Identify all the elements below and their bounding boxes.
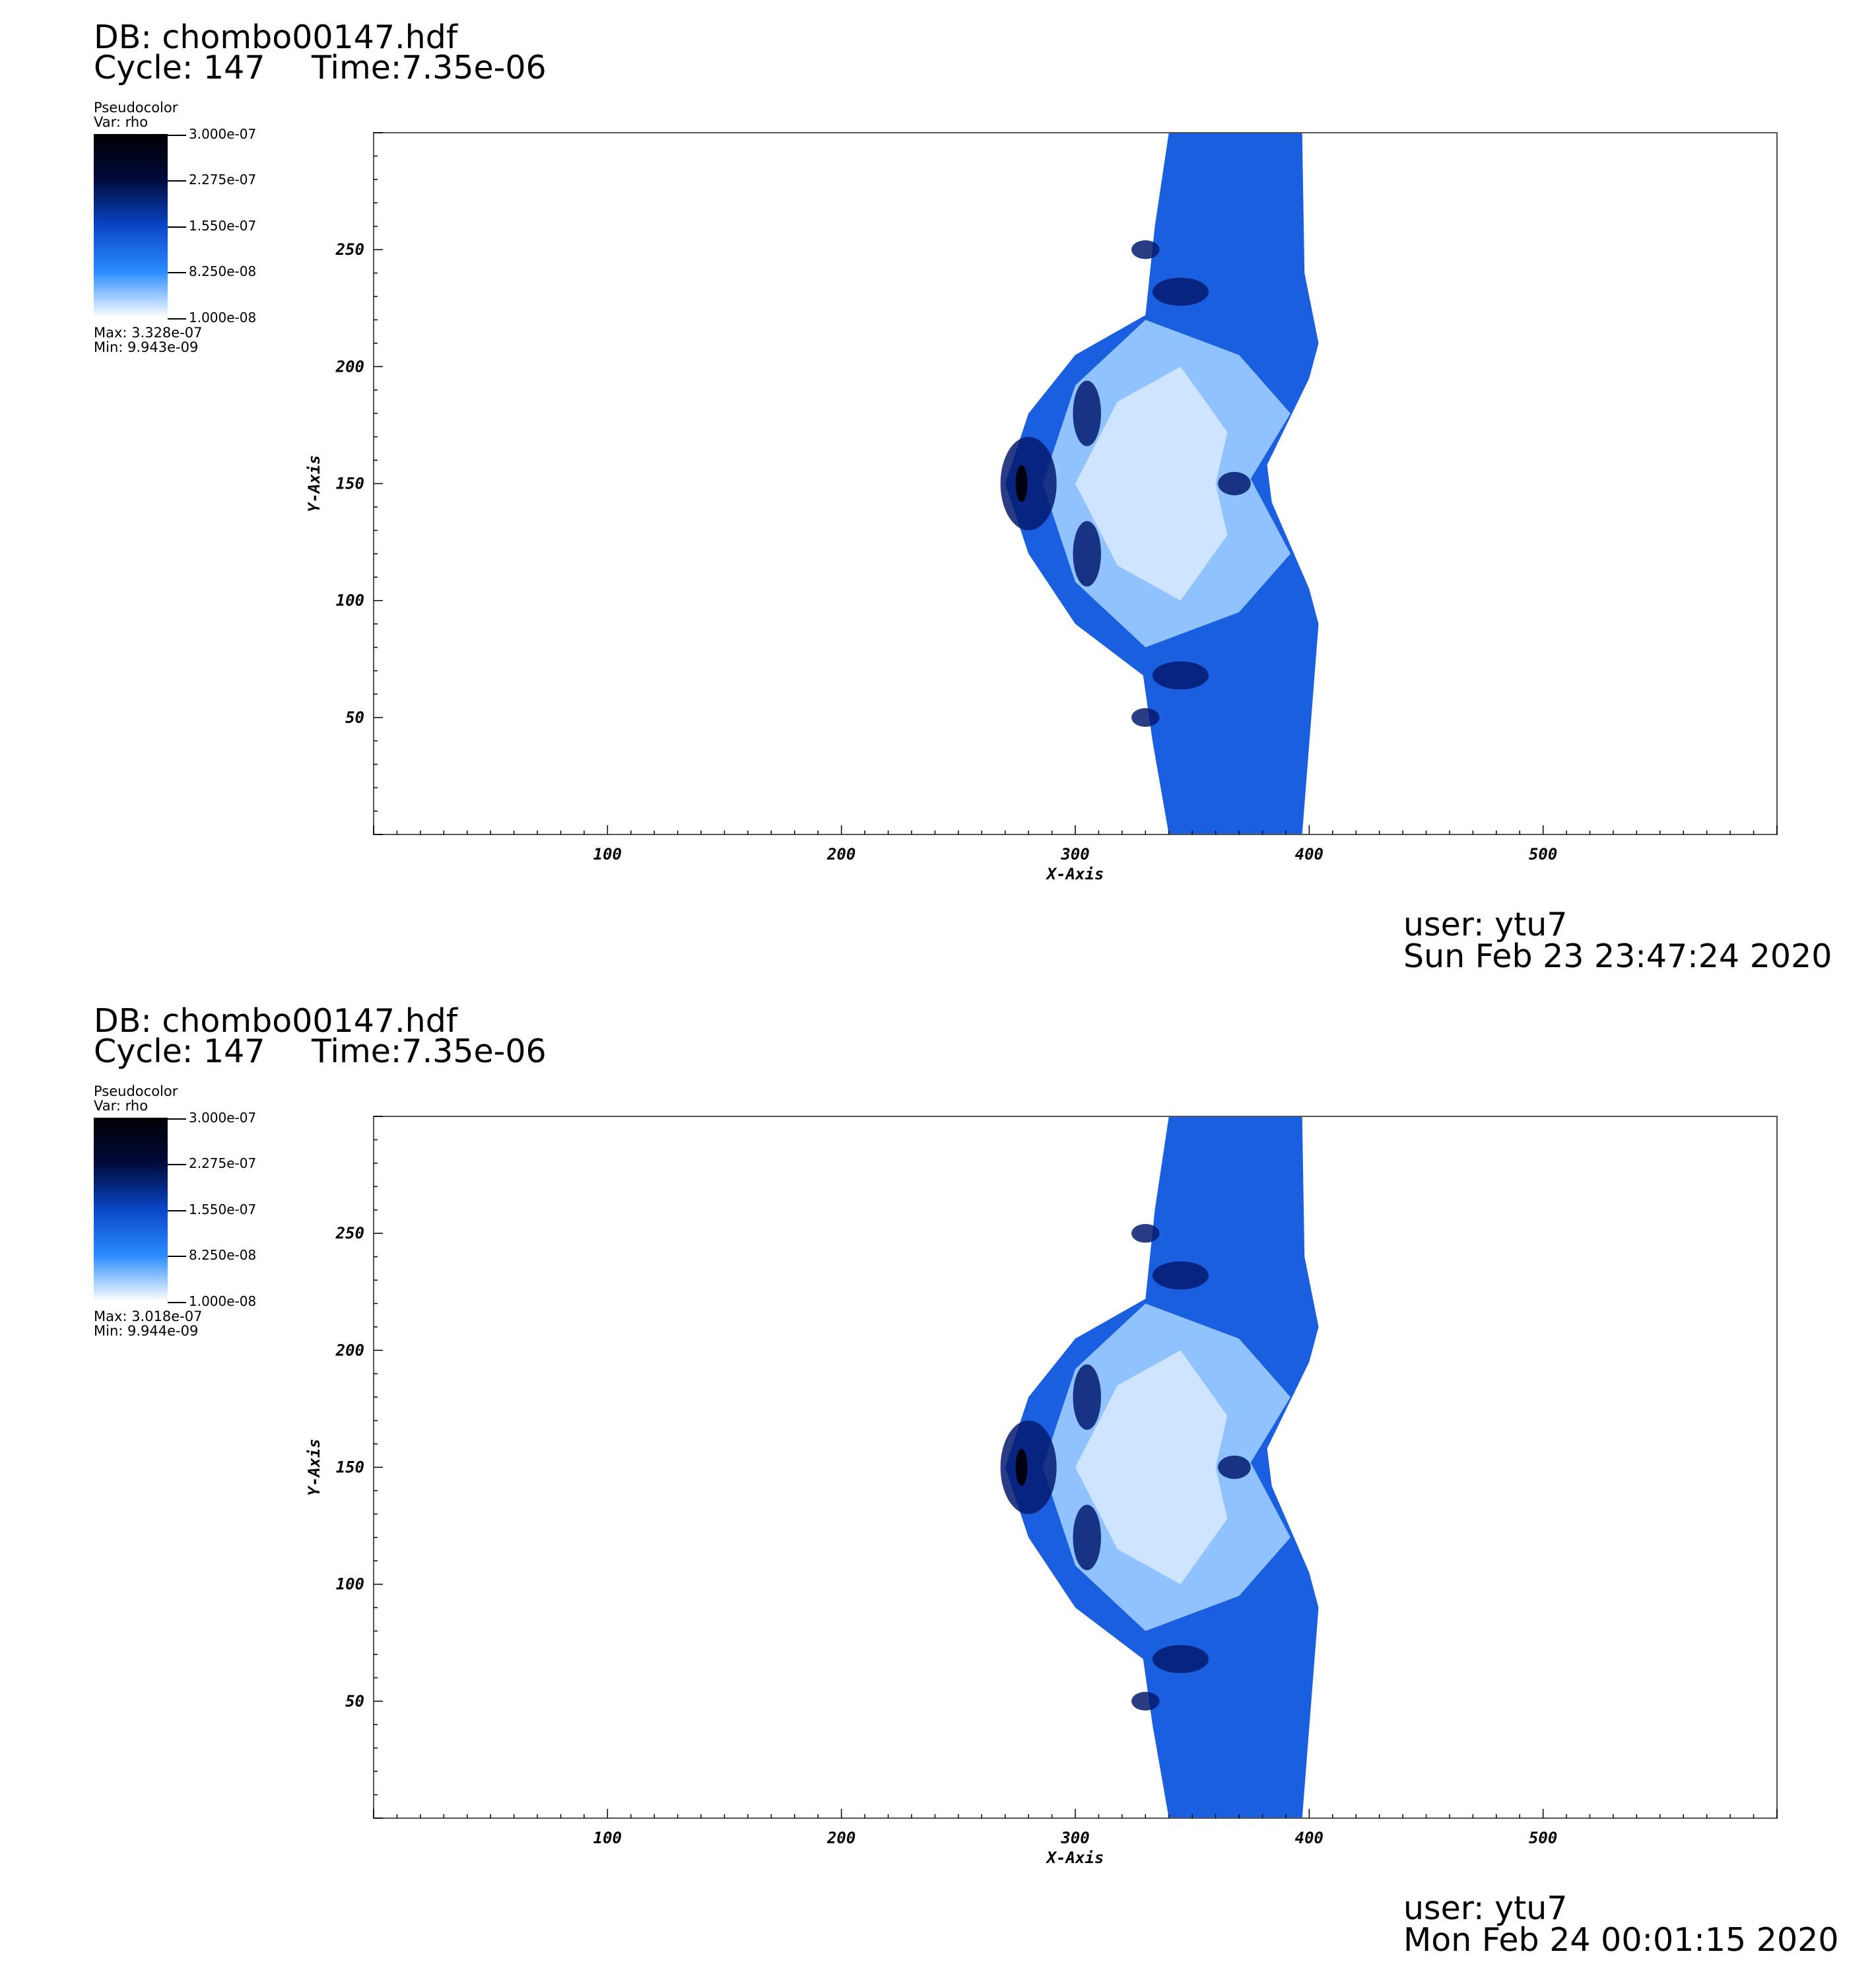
legend-var: Var: rho <box>94 114 149 130</box>
density-field <box>1000 1116 1319 1818</box>
colorbar-tick: 2.275e-07 <box>168 173 256 186</box>
density-filament <box>1131 240 1160 259</box>
colorbar-tick: 2.275e-07 <box>168 1157 256 1170</box>
cycle-label: Cycle: 147 <box>94 1033 265 1070</box>
legend-plot-type: Pseudocolor <box>94 100 178 116</box>
db-title: DB: chombo00147.hdf <box>94 1002 458 1040</box>
cycle-label: Cycle: 147 <box>94 49 265 86</box>
density-filament <box>1073 1505 1101 1571</box>
colorbar <box>94 1118 168 1301</box>
plot-panel-2: DB: chombo00147.hdf Cycle: 147 Time:7.35… <box>0 984 1876 1969</box>
x-tick-label: 200 <box>826 845 855 864</box>
x-axis-label: X-Axis <box>1046 865 1104 883</box>
colorbar-tick: 3.000e-07 <box>168 127 256 141</box>
x-tick-label: 400 <box>1295 1829 1323 1847</box>
x-tick-label: 100 <box>593 845 622 864</box>
user-label: user: ytu7 <box>1403 1889 1568 1927</box>
density-filament <box>1152 1261 1209 1290</box>
x-tick-label: 300 <box>1060 1829 1089 1847</box>
y-axis-label: Y-Axis <box>305 455 323 512</box>
y-tick-label: 150 <box>336 1458 364 1477</box>
density-filament <box>1131 708 1160 728</box>
colorbar-tick: 1.550e-07 <box>168 1203 256 1216</box>
colorbar-tick: 1.000e-08 <box>168 1295 256 1308</box>
colorbar-tick: 1.000e-08 <box>168 311 256 324</box>
y-tick-label: 100 <box>336 592 364 610</box>
user-label: user: ytu7 <box>1403 906 1568 943</box>
legend-min: Min: 9.944e-09 <box>94 1323 199 1339</box>
x-axis-label: X-Axis <box>1046 1849 1104 1867</box>
density-filament <box>1131 1691 1160 1711</box>
density-filament <box>1152 661 1209 690</box>
y-tick-label: 100 <box>336 1575 364 1594</box>
density-peak <box>1015 465 1028 502</box>
legend-max: Max: 3.328e-07 <box>94 325 203 341</box>
density-filament <box>1073 521 1101 587</box>
legend-plot-type: Pseudocolor <box>94 1083 178 1099</box>
time-label: Time:7.35e-06 <box>312 1033 547 1070</box>
y-axis-label: Y-Axis <box>305 1439 323 1496</box>
y-tick-label: 250 <box>335 1224 364 1242</box>
density-filament <box>1131 1223 1160 1243</box>
colorbar-tick: 8.250e-08 <box>168 1248 256 1262</box>
y-tick-label: 250 <box>335 240 364 259</box>
legend-var: Var: rho <box>94 1098 149 1114</box>
plot-panel-1: DB: chombo00147.hdf Cycle: 147 Time:7.35… <box>94 18 1832 975</box>
density-filament <box>1073 1364 1101 1430</box>
colorbar-tick: 8.250e-08 <box>168 265 256 278</box>
density-filament <box>1218 471 1251 496</box>
x-tick-label: 400 <box>1295 845 1323 864</box>
date-label: Mon Feb 24 00:01:15 2020 <box>1403 1921 1839 1959</box>
heatmap-plot: 100 200 300 400 500 50 100 150 200 250 X-Axis Y-Axi… <box>305 1116 1778 1867</box>
density-filament <box>1000 1420 1057 1514</box>
colorbar-tick: 1.550e-07 <box>168 219 256 232</box>
y-tick-label: 50 <box>345 1692 364 1711</box>
y-tick-label: 150 <box>336 475 364 493</box>
y-tick-label: 200 <box>335 357 364 376</box>
heatmap-plot: 100 200 300 400 500 50 100 150 200 250 X-Axis Y-Axi… <box>305 132 1778 883</box>
density-filament <box>1152 1645 1209 1674</box>
density-bubble-core <box>1075 1350 1228 1584</box>
y-tick-label: 50 <box>345 708 364 727</box>
x-tick-label: 200 <box>826 1829 855 1847</box>
x-tick-label: 500 <box>1529 845 1557 864</box>
density-peak <box>1015 1448 1028 1486</box>
density-filament <box>1073 380 1101 446</box>
density-filament <box>1000 436 1057 531</box>
x-tick-label: 500 <box>1529 1829 1557 1847</box>
density-filament <box>1152 277 1209 306</box>
legend-min: Min: 9.943e-09 <box>94 339 199 355</box>
colorbar-tick: 3.000e-07 <box>168 1111 256 1124</box>
x-tick-label: 300 <box>1060 845 1089 864</box>
time-label: Time:7.35e-06 <box>312 49 547 86</box>
density-filament <box>1218 1455 1251 1479</box>
density-bubble-core <box>1075 366 1228 601</box>
db-title: DB: chombo00147.hdf <box>94 18 458 56</box>
legend-max: Max: 3.018e-07 <box>94 1308 203 1324</box>
density-field <box>1000 133 1319 834</box>
colorbar <box>94 134 168 318</box>
x-tick-label: 100 <box>593 1829 622 1847</box>
y-tick-label: 200 <box>335 1341 364 1359</box>
date-label: Sun Feb 23 23:47:24 2020 <box>1403 937 1832 975</box>
